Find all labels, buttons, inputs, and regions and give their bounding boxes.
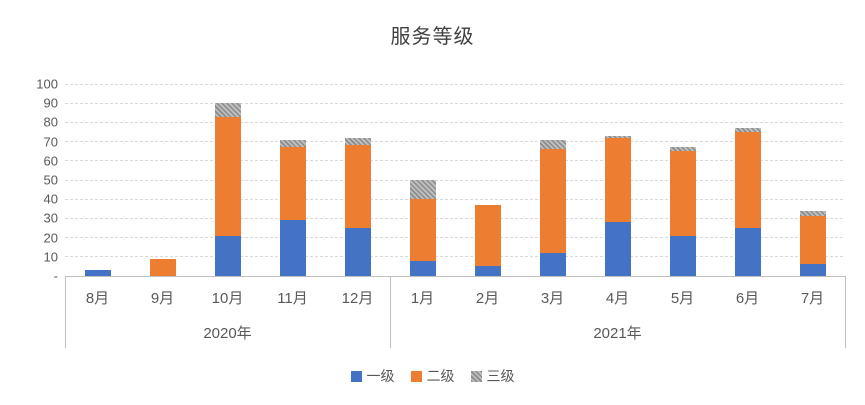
x-tick-label: 5月 <box>670 290 695 307</box>
y-tick-label: 80 <box>43 114 58 130</box>
bar-segment[interactable] <box>539 139 566 150</box>
y-tick-label: 100 <box>36 76 58 92</box>
y-tick-label: 30 <box>43 210 58 226</box>
y-tick-label: 10 <box>43 249 58 265</box>
legend-item[interactable]: 三级 <box>470 366 515 386</box>
legend-label: 一级 <box>366 368 395 384</box>
gridline <box>65 121 845 123</box>
y-tick-label: 20 <box>43 230 58 246</box>
x-tick-label: 8月 <box>85 290 110 307</box>
bar-segment[interactable] <box>539 149 566 253</box>
x-tick-label: 9月 <box>150 290 175 307</box>
legend-item[interactable]: 一级 <box>350 366 395 386</box>
legend-label: 三级 <box>486 368 515 384</box>
bar-group[interactable] <box>149 258 176 276</box>
bar-group[interactable] <box>474 204 501 276</box>
y-tick-label: 40 <box>43 191 58 207</box>
gridline <box>65 160 845 162</box>
bar-segment[interactable] <box>149 258 176 276</box>
x-tick-label: 4月 <box>605 290 630 307</box>
bar-segment[interactable] <box>734 128 761 132</box>
legend-swatch-icon <box>350 370 362 382</box>
bar-group[interactable] <box>84 270 111 276</box>
bar-segment[interactable] <box>84 270 111 276</box>
gridline <box>65 102 845 104</box>
bar-segment[interactable] <box>214 116 241 236</box>
legend-item[interactable]: 二级 <box>410 366 455 386</box>
x-tick-label: 1月 <box>410 290 435 307</box>
bar-segment[interactable] <box>734 132 761 228</box>
bar-segment[interactable] <box>799 210 826 217</box>
axis-separator <box>845 276 846 348</box>
chart-title: 服务等级 <box>390 26 475 48</box>
x-tick-label: 2月 <box>475 290 500 307</box>
gridline <box>65 198 845 200</box>
gridline <box>65 141 845 143</box>
bar-group[interactable] <box>734 128 761 276</box>
gridline <box>65 217 845 219</box>
bar-segment[interactable] <box>799 216 826 265</box>
bar-segment[interactable] <box>669 151 696 236</box>
bar-segment[interactable] <box>344 137 371 146</box>
bar-segment[interactable] <box>279 220 306 276</box>
x-axis-line <box>65 276 845 277</box>
bar-segment[interactable] <box>669 235 696 276</box>
y-tick-label: 90 <box>43 95 58 111</box>
y-tick-label: - <box>53 268 58 284</box>
bar-segment[interactable] <box>344 228 371 276</box>
y-tick-label: 70 <box>43 134 58 150</box>
x-tick-label: 10月 <box>211 290 244 307</box>
bar-segment[interactable] <box>344 145 371 228</box>
y-tick-label: 50 <box>43 172 58 188</box>
legend-swatch-icon <box>470 370 482 382</box>
x-tick-label: 11月 <box>277 290 308 307</box>
bar-segment[interactable] <box>604 137 631 223</box>
chart-legend: 一级 二级 三级 <box>0 366 865 386</box>
bar-segment[interactable] <box>669 147 696 152</box>
axis-separator <box>390 276 391 348</box>
y-tick-label: 60 <box>43 153 58 169</box>
bar-group[interactable] <box>669 147 696 276</box>
legend-swatch-icon <box>410 370 422 382</box>
x-tick-label: 3月 <box>540 290 565 307</box>
bar-segment[interactable] <box>734 228 761 276</box>
year-group-label: 2021年 <box>593 325 642 342</box>
gridline <box>65 179 845 181</box>
bar-segment[interactable] <box>474 266 501 276</box>
gridline <box>65 83 845 85</box>
x-tick-label: 7月 <box>800 290 825 307</box>
bar-segment[interactable] <box>214 103 241 117</box>
gridline <box>65 237 845 239</box>
bar-segment[interactable] <box>604 222 631 276</box>
bar-segment[interactable] <box>279 147 306 221</box>
bar-segment[interactable] <box>799 264 826 276</box>
bar-segment[interactable] <box>214 235 241 276</box>
x-tick-label: 12月 <box>341 290 374 307</box>
bar-segment[interactable] <box>409 180 436 200</box>
bar-group[interactable] <box>409 180 436 276</box>
x-tick-label: 6月 <box>735 290 760 307</box>
bar-group[interactable] <box>604 135 631 276</box>
bar-segment[interactable] <box>279 139 306 148</box>
bar-group[interactable] <box>539 139 566 276</box>
legend-label: 二级 <box>426 368 455 384</box>
bar-group[interactable] <box>214 103 241 276</box>
bar-segment[interactable] <box>409 260 436 276</box>
year-group-label: 2020年 <box>203 325 252 342</box>
bar-segment[interactable] <box>409 199 436 261</box>
bar-segment[interactable] <box>539 252 566 276</box>
bar-segment[interactable] <box>604 135 631 138</box>
gridline <box>65 256 845 258</box>
bar-segment[interactable] <box>474 204 501 267</box>
bar-group[interactable] <box>344 137 371 276</box>
bar-group[interactable] <box>799 210 826 276</box>
axis-separator <box>65 276 66 348</box>
bar-group[interactable] <box>279 139 306 276</box>
